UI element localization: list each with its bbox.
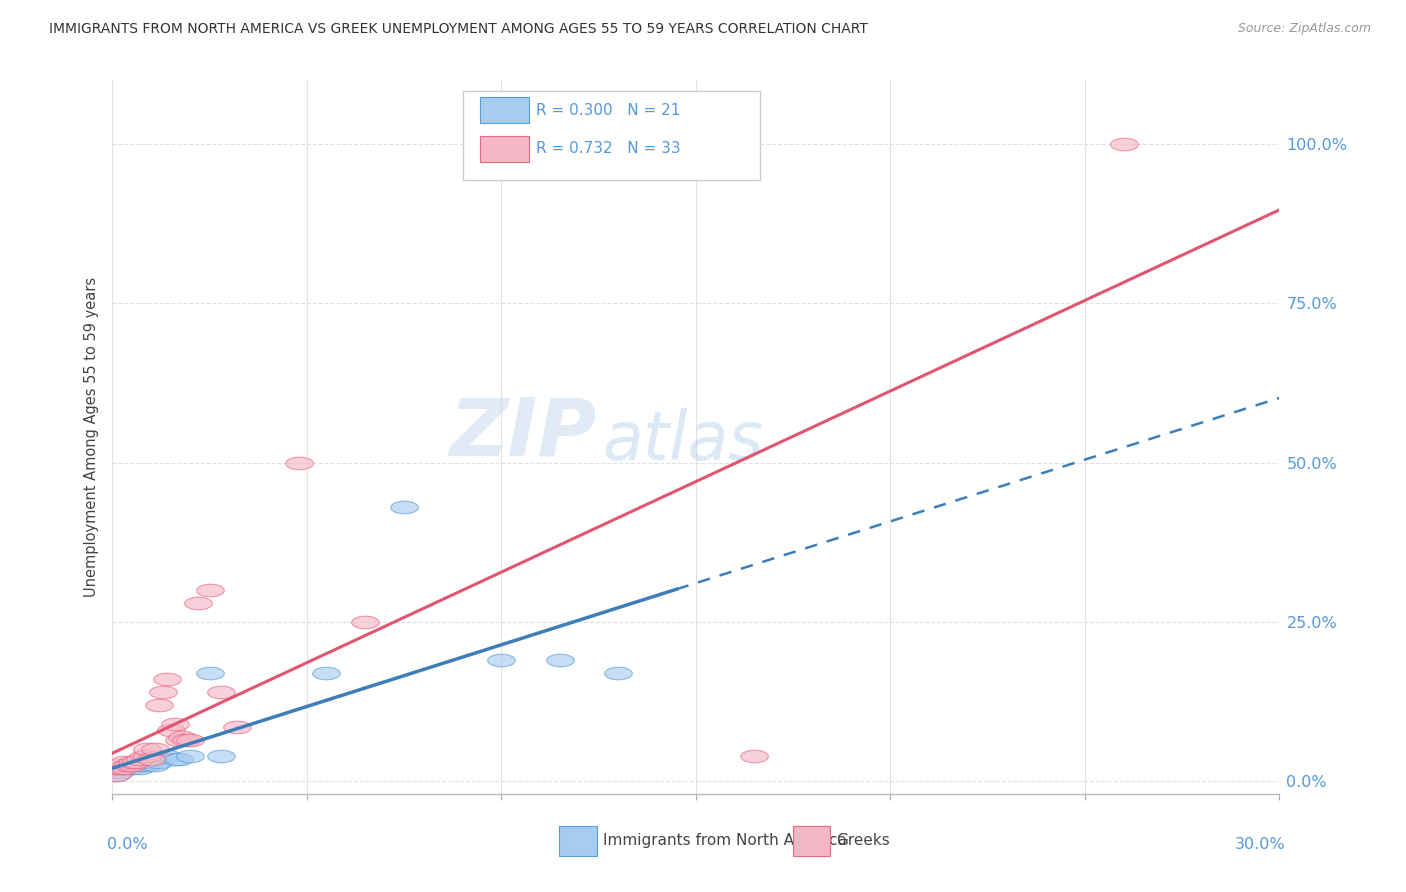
Text: 0.0%: 0.0% bbox=[107, 837, 148, 852]
Point bbox=[167, 752, 190, 766]
Point bbox=[110, 761, 132, 775]
Point bbox=[354, 615, 377, 629]
Text: Greeks: Greeks bbox=[837, 833, 890, 848]
Point bbox=[141, 752, 163, 766]
Point bbox=[179, 748, 201, 763]
Point bbox=[288, 456, 311, 470]
Point bbox=[117, 761, 139, 775]
Point bbox=[105, 768, 128, 782]
Point bbox=[105, 761, 128, 775]
Point bbox=[167, 732, 190, 747]
FancyBboxPatch shape bbox=[793, 826, 830, 856]
Text: atlas: atlas bbox=[603, 408, 763, 474]
FancyBboxPatch shape bbox=[463, 91, 761, 180]
Point bbox=[198, 665, 221, 680]
Y-axis label: Unemployment Among Ages 55 to 59 years: Unemployment Among Ages 55 to 59 years bbox=[83, 277, 98, 597]
Point bbox=[548, 653, 571, 667]
Point bbox=[117, 758, 139, 772]
Text: ZIP: ZIP bbox=[450, 394, 596, 473]
Point bbox=[136, 748, 159, 763]
FancyBboxPatch shape bbox=[479, 97, 529, 123]
Point bbox=[143, 758, 166, 772]
Point bbox=[176, 732, 198, 747]
Point bbox=[152, 685, 174, 699]
Point bbox=[209, 748, 232, 763]
Point bbox=[148, 698, 170, 712]
Point bbox=[125, 755, 148, 769]
Point bbox=[226, 720, 249, 734]
Text: R = 0.300   N = 21: R = 0.300 N = 21 bbox=[536, 103, 681, 118]
Point bbox=[132, 748, 155, 763]
Point bbox=[112, 755, 135, 769]
Point bbox=[121, 758, 143, 772]
Point bbox=[110, 764, 132, 779]
Text: R = 0.732   N = 33: R = 0.732 N = 33 bbox=[536, 141, 681, 156]
Point bbox=[160, 723, 183, 738]
Point bbox=[156, 748, 179, 763]
Point bbox=[198, 582, 221, 597]
Point bbox=[1112, 136, 1135, 151]
Text: Source: ZipAtlas.com: Source: ZipAtlas.com bbox=[1237, 22, 1371, 36]
Point bbox=[315, 665, 337, 680]
FancyBboxPatch shape bbox=[560, 826, 596, 856]
Point bbox=[179, 732, 201, 747]
Point bbox=[121, 755, 143, 769]
Text: 30.0%: 30.0% bbox=[1234, 837, 1285, 852]
Point bbox=[491, 653, 513, 667]
Point bbox=[110, 761, 132, 775]
Point bbox=[172, 730, 194, 744]
Point bbox=[141, 755, 163, 769]
Point bbox=[128, 761, 150, 775]
Point bbox=[163, 716, 186, 731]
Point bbox=[117, 758, 139, 772]
Point bbox=[148, 755, 170, 769]
Point bbox=[156, 672, 179, 686]
Point bbox=[125, 755, 148, 769]
Point bbox=[136, 758, 159, 772]
Point bbox=[209, 685, 232, 699]
Point bbox=[121, 761, 143, 775]
Text: Immigrants from North America: Immigrants from North America bbox=[603, 833, 846, 848]
Point bbox=[744, 748, 766, 763]
Point bbox=[112, 761, 135, 775]
Point bbox=[136, 742, 159, 756]
FancyBboxPatch shape bbox=[479, 136, 529, 161]
Point bbox=[163, 752, 186, 766]
Text: IMMIGRANTS FROM NORTH AMERICA VS GREEK UNEMPLOYMENT AMONG AGES 55 TO 59 YEARS CO: IMMIGRANTS FROM NORTH AMERICA VS GREEK U… bbox=[49, 22, 868, 37]
Point bbox=[105, 768, 128, 782]
Point bbox=[187, 596, 209, 610]
Point bbox=[110, 758, 132, 772]
Point bbox=[394, 500, 416, 515]
Point bbox=[143, 742, 166, 756]
Point bbox=[132, 758, 155, 772]
Point bbox=[112, 761, 135, 775]
Point bbox=[607, 665, 630, 680]
Point bbox=[128, 752, 150, 766]
Point bbox=[112, 758, 135, 772]
